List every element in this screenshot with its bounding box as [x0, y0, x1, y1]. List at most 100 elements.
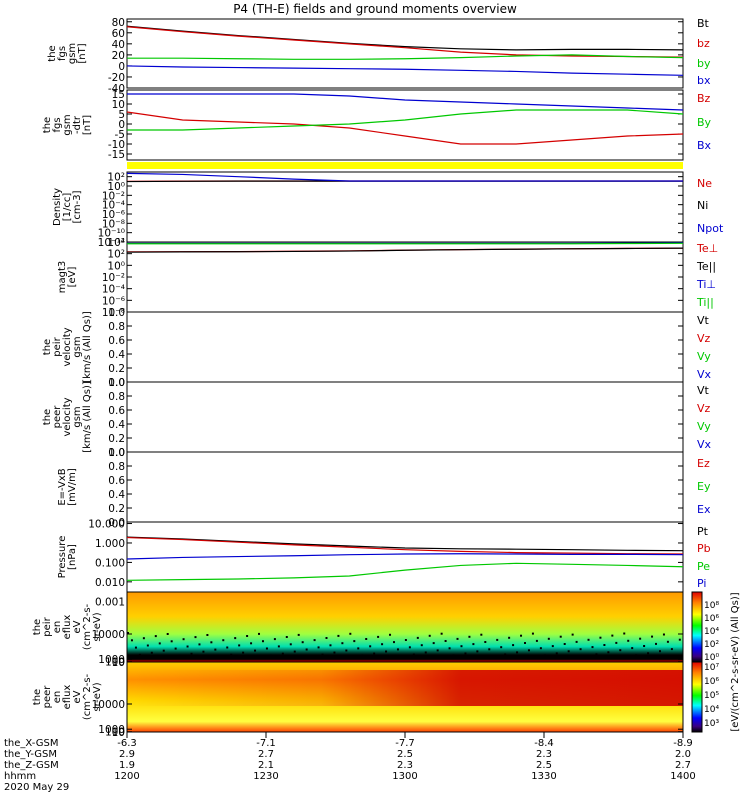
legend-Pi: Pi [697, 577, 706, 590]
spectrogram-noise-dot [254, 649, 257, 652]
spectrogram-noise-dot [392, 641, 395, 644]
y-axis-label: peir [42, 616, 53, 636]
spectrogram-noise-dot [500, 646, 503, 649]
spectrogram-noise-dot [190, 652, 193, 655]
spectrogram-noise-dot [182, 638, 185, 641]
spectrogram-noise-dot [210, 641, 213, 644]
spectrogram-noise-dot [603, 644, 606, 646]
spectrogram-noise-dot [583, 655, 586, 658]
y-tick-label: 0.6 [108, 475, 125, 487]
series-line-Te|| [126, 247, 684, 253]
legend-Ti||: Ti|| [696, 296, 714, 309]
y-tick-label: 1.000 [95, 538, 125, 550]
spectrogram-noise-dot [440, 632, 443, 635]
spectrogram-noise-dot [154, 635, 157, 638]
panel-frame [126, 241, 684, 313]
legend-Vy: Vy [697, 350, 711, 363]
spectrogram-noise-dot [619, 649, 622, 652]
y-tick-label: 1.0 [108, 307, 125, 319]
colorbar-bottom [691, 661, 703, 733]
x-tick-label: 2.3 [536, 749, 552, 760]
y-axis-label: velocity [62, 327, 73, 366]
y-axis-label: [nT] [82, 115, 93, 135]
panel-frame [126, 18, 684, 89]
x-tick-label: 2.7 [258, 749, 274, 760]
spectrogram-noise-dot [595, 653, 598, 656]
panel-frame [126, 171, 684, 243]
spectrogram-noise-dot [472, 643, 475, 646]
y-tick-label: 10⁻⁸ [102, 218, 125, 230]
y-tick-label: 0.8 [108, 391, 125, 403]
spectrogram-noise-dot [527, 649, 530, 652]
y-axis-label: Density [52, 188, 63, 226]
spectrogram-noise-dot [301, 641, 304, 644]
y-axis-label: eV [72, 620, 83, 633]
y-tick-label: 0.001 [95, 596, 125, 608]
spectrogram-noise-dot [198, 643, 201, 646]
spectrogram-noise-dot [226, 646, 229, 649]
spectrogram-noise-dot [361, 654, 364, 657]
spectrogram-noise-dot [357, 647, 360, 650]
x-tick-label: 2.1 [258, 760, 274, 771]
x-tick-label: -8.9 [673, 738, 693, 749]
colorbar-tick: 10⁷ [704, 663, 719, 673]
x-tick-label: -6.3 [117, 738, 137, 749]
spectrogram-peir_spec [127, 592, 683, 662]
colorbar-tick: 10⁴ [704, 627, 719, 637]
spectrogram-noise-dot [127, 632, 129, 634]
spectrogram-noise-dot [377, 635, 380, 638]
y-axis-label: [cm-3] [72, 190, 83, 223]
spectrogram-noise-dot [408, 646, 411, 649]
colorbar-tick: 10⁵ [704, 691, 719, 701]
spectrogram-noise-dot [504, 653, 507, 656]
x-tick-label: 2.0 [675, 749, 691, 760]
colorbar-tick: 10⁶ [704, 614, 719, 624]
legend-Bz: Bz [697, 92, 711, 105]
spectrogram-noise-dot [389, 633, 392, 636]
spectrogram-noise-dot [587, 638, 590, 641]
series-line-Bz [126, 111, 684, 145]
y-tick-label: 10⁻⁶ [102, 295, 125, 307]
spectrogram-noise-dot [484, 641, 487, 643]
legend-Te||: Te|| [696, 260, 716, 273]
legend-By: By [697, 116, 712, 129]
spectrogram-hot-band [127, 670, 683, 706]
y-tick-label: 0.0 [108, 517, 125, 529]
y-axis-label: fgs [52, 117, 63, 132]
legend-Bt: Bt [697, 17, 710, 30]
y-tick-label: 5 [118, 109, 125, 121]
spectrogram-noise-dot [448, 647, 451, 650]
spectrogram-noise-dot [353, 640, 356, 643]
spectrogram-noise-dot [170, 640, 173, 643]
spectrogram-noise-dot [194, 636, 197, 639]
spectrogram-noise-dot [146, 644, 149, 647]
y-axis-label: eflux [62, 615, 73, 640]
x-tick-label: 2.5 [397, 749, 413, 760]
x-tick-label: 2.3 [397, 760, 413, 771]
series-line-by [127, 54, 684, 60]
series-line-Pe [126, 562, 684, 581]
spectrogram-noise-dot [130, 639, 133, 642]
spectrogram-noise-dot [647, 652, 650, 655]
spectrogram-noise-dot [539, 647, 542, 650]
y-tick-label: -5 [115, 129, 125, 141]
y-axis-label: (cm^2-s- [82, 673, 93, 720]
y-tick-label: 0.100 [95, 557, 125, 569]
y-tick-label: -40 [108, 83, 125, 95]
spectrogram-noise-dot [162, 649, 165, 652]
y-axis-label: en [52, 691, 63, 704]
spectrogram-noise-dot [369, 645, 372, 648]
colorbar-tick: 10² [704, 640, 719, 650]
spectrogram-noise-dot [559, 635, 562, 638]
y-tick-label: 100 [105, 727, 125, 739]
spectrogram-noise-dot [289, 643, 292, 646]
spectrogram-noise-dot [281, 652, 284, 655]
spectrogram-noise-dot [250, 642, 253, 645]
spectrogram-noise-dot [468, 635, 471, 638]
colorbar-label: [eV/(cm^2-s-sr-eV) (All Qs)] [730, 592, 741, 731]
